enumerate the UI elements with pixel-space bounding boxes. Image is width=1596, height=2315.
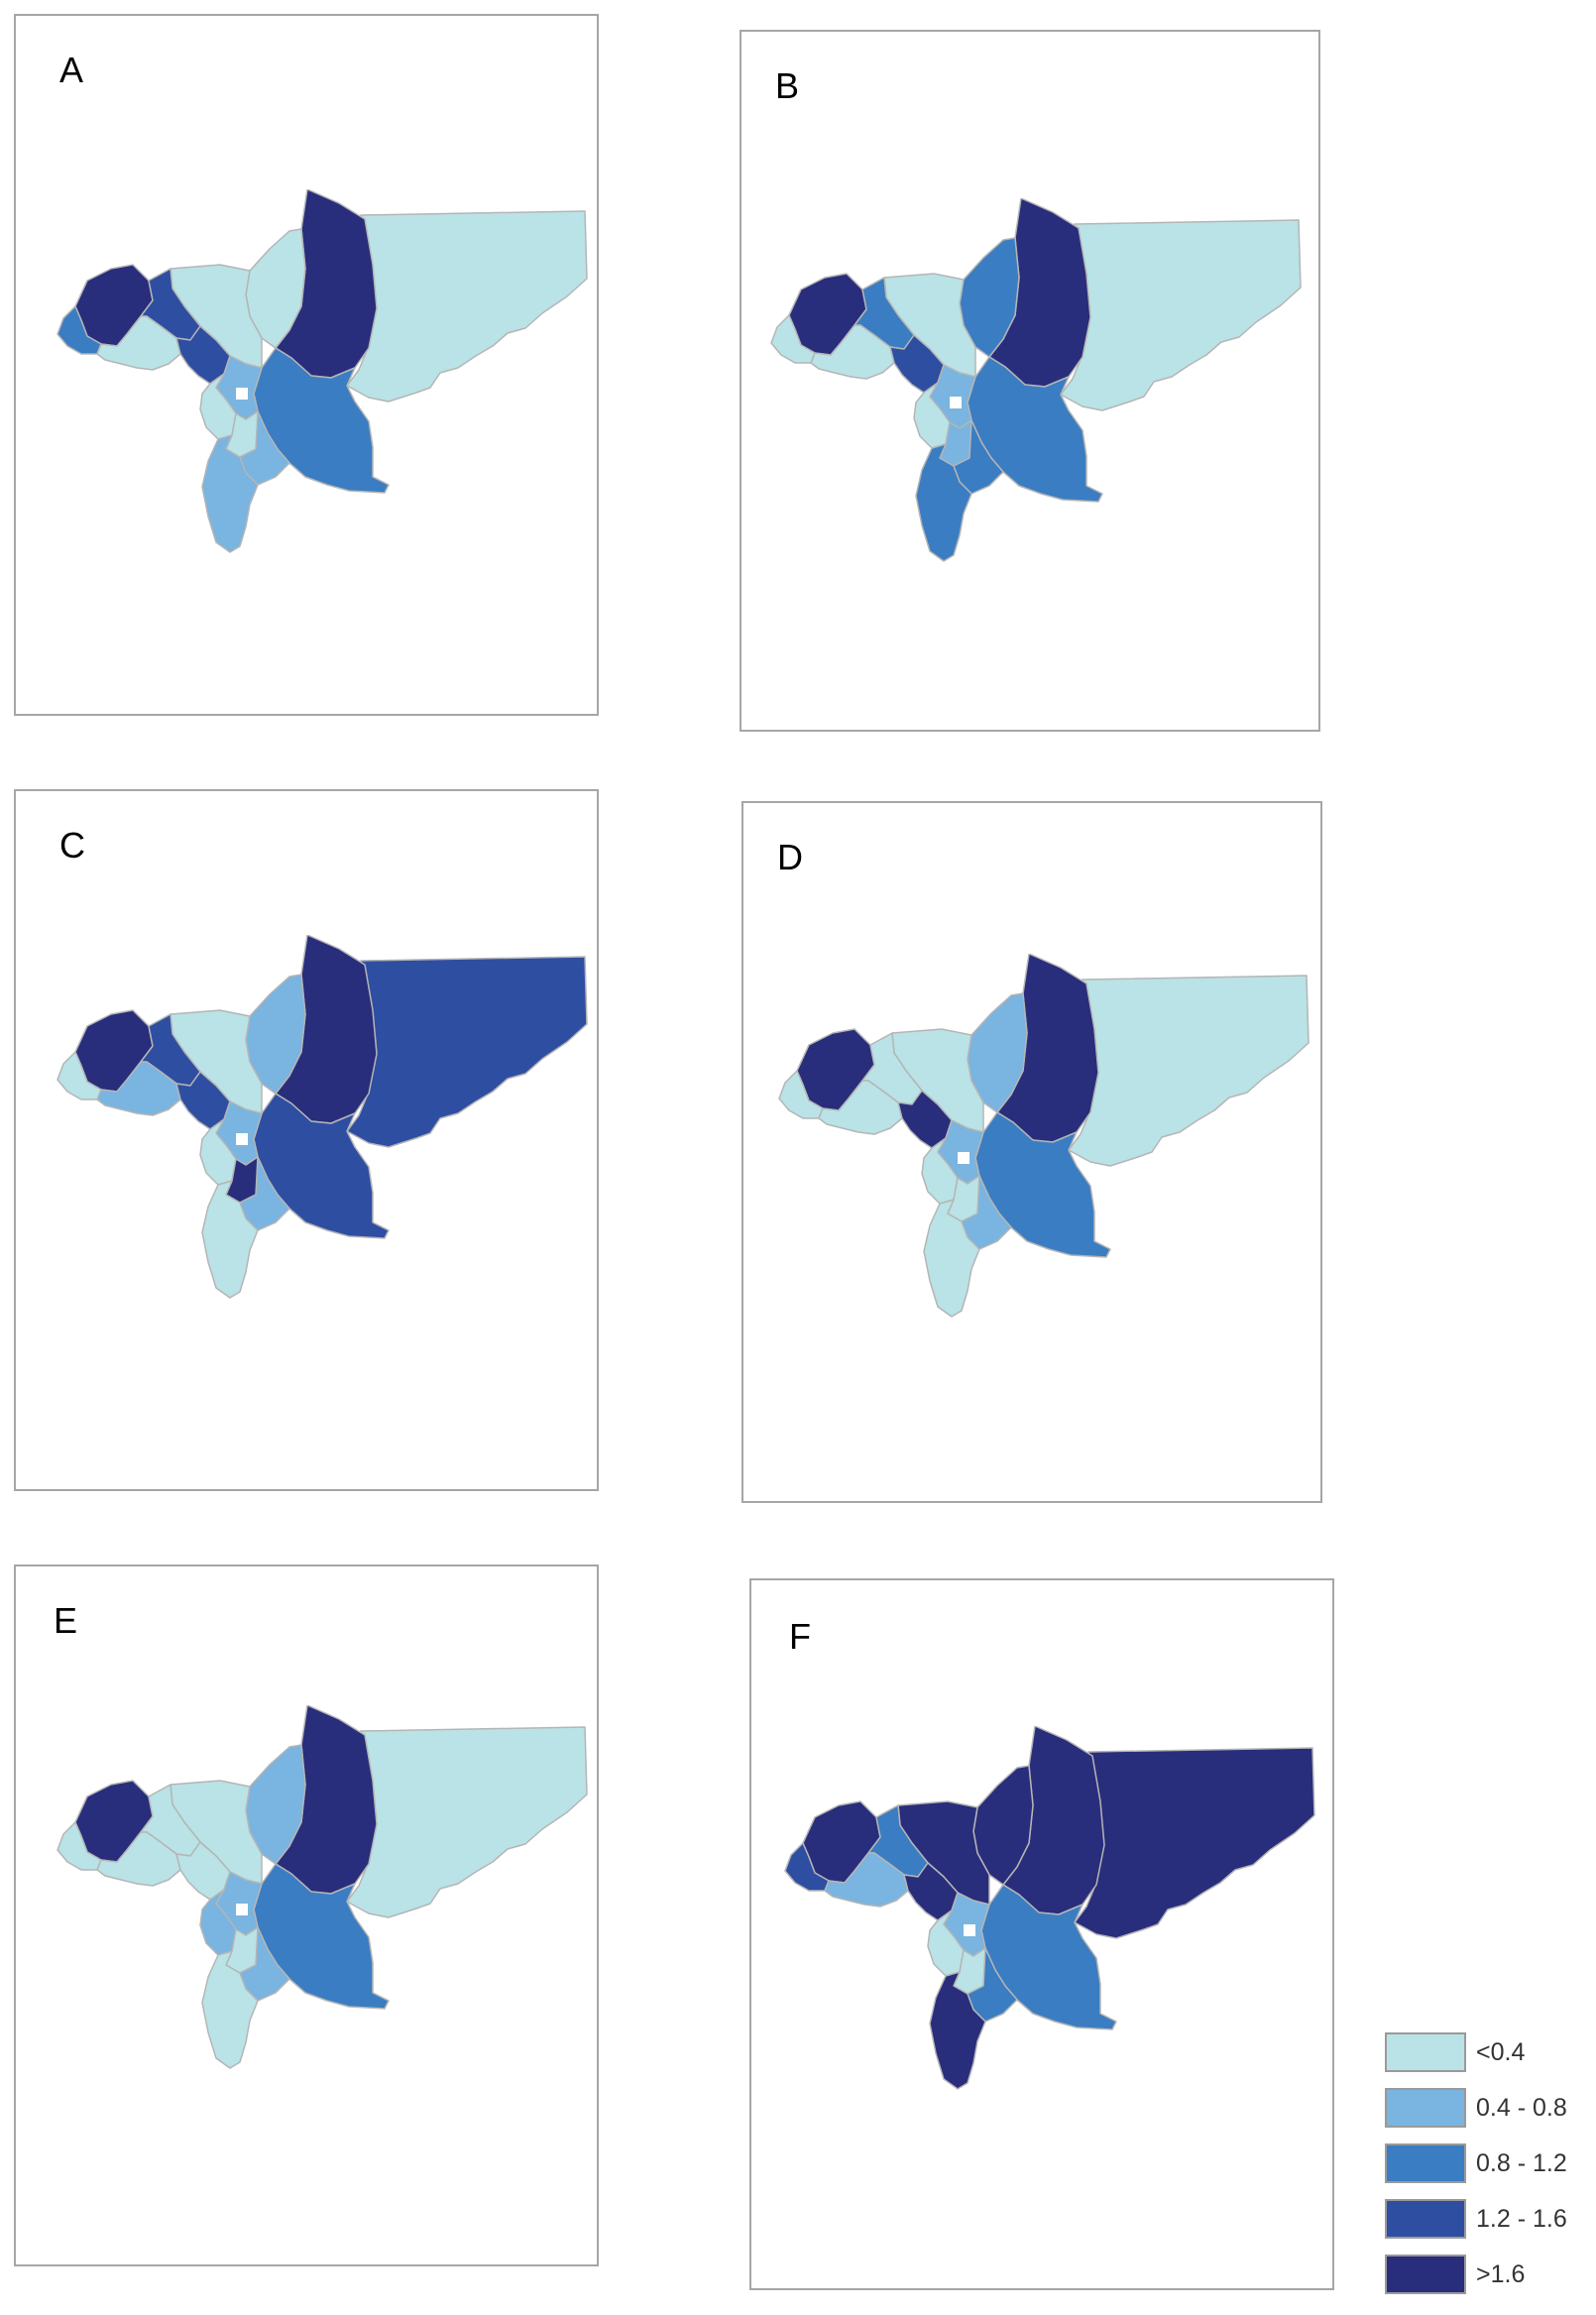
legend-swatch — [1385, 2143, 1466, 2183]
panel-label: A — [59, 50, 84, 90]
district-south-tail — [929, 1971, 986, 2090]
district-south-tail — [201, 1950, 259, 2069]
district-south-tail — [923, 1199, 980, 1318]
district-north-mid — [967, 992, 1028, 1113]
legend-label: 0.8 - 1.2 — [1476, 2149, 1567, 2177]
district-east — [346, 956, 588, 1148]
district-north-mid — [972, 1765, 1034, 1886]
district-center-c — [239, 1156, 290, 1231]
map-panel: F — [749, 1578, 1334, 2290]
legend-item: >1.6 — [1385, 2255, 1593, 2298]
district-south-tail — [201, 434, 259, 553]
map-panel: B — [740, 30, 1320, 732]
district-north-mid — [245, 974, 306, 1095]
map-panel: C — [14, 789, 599, 1491]
legend-label: 1.2 - 1.6 — [1476, 2205, 1567, 2233]
district-north-mid — [959, 237, 1020, 358]
district-south-tail — [915, 443, 972, 562]
district-north-mid — [245, 1744, 306, 1865]
legend-swatch — [1385, 2032, 1466, 2072]
enclave-hole — [236, 1133, 248, 1145]
district-east — [346, 1726, 588, 1918]
district-east — [346, 210, 588, 403]
choropleth-map — [57, 1705, 588, 2069]
legend-item: 1.2 - 1.6 — [1385, 2199, 1593, 2243]
district-center-c — [953, 419, 1004, 495]
legend-swatch — [1385, 2088, 1466, 2128]
legend-label: <0.4 — [1476, 2038, 1526, 2066]
enclave-hole — [964, 1924, 975, 1936]
legend-swatch — [1385, 2255, 1466, 2294]
enclave-hole — [236, 1904, 248, 1915]
district-east — [1074, 1747, 1315, 1939]
district-east — [1068, 975, 1310, 1167]
enclave-hole — [958, 1152, 969, 1164]
legend-swatch — [1385, 2199, 1466, 2239]
district-south-tail — [201, 1180, 259, 1299]
choropleth-map — [778, 954, 1310, 1318]
panel-label: C — [59, 825, 85, 866]
choropleth-map — [784, 1726, 1315, 2090]
legend-item: 0.8 - 1.2 — [1385, 2143, 1593, 2187]
legend-item: <0.4 — [1385, 2032, 1593, 2076]
district-center-c — [967, 1947, 1018, 2023]
map-panel: D — [741, 801, 1322, 1503]
choropleth-map — [770, 198, 1302, 562]
enclave-hole — [950, 397, 962, 408]
map-panel: A — [14, 14, 599, 716]
map-panel: E — [14, 1564, 599, 2266]
district-east — [1060, 219, 1302, 411]
district-center-c — [961, 1175, 1012, 1250]
panel-label: B — [775, 65, 800, 106]
choropleth-map — [57, 189, 588, 553]
enclave-hole — [236, 388, 248, 400]
district-north-mid — [245, 228, 306, 349]
panel-label: D — [777, 837, 803, 877]
district-center-c — [239, 1926, 290, 2002]
legend-label: >1.6 — [1476, 2260, 1526, 2288]
legend-item: 0.4 - 0.8 — [1385, 2088, 1593, 2132]
panel-label: F — [789, 1616, 811, 1657]
panel-label: E — [54, 1600, 78, 1641]
choropleth-map — [57, 935, 588, 1299]
legend-label: 0.4 - 0.8 — [1476, 2094, 1567, 2122]
district-center-c — [239, 410, 290, 486]
